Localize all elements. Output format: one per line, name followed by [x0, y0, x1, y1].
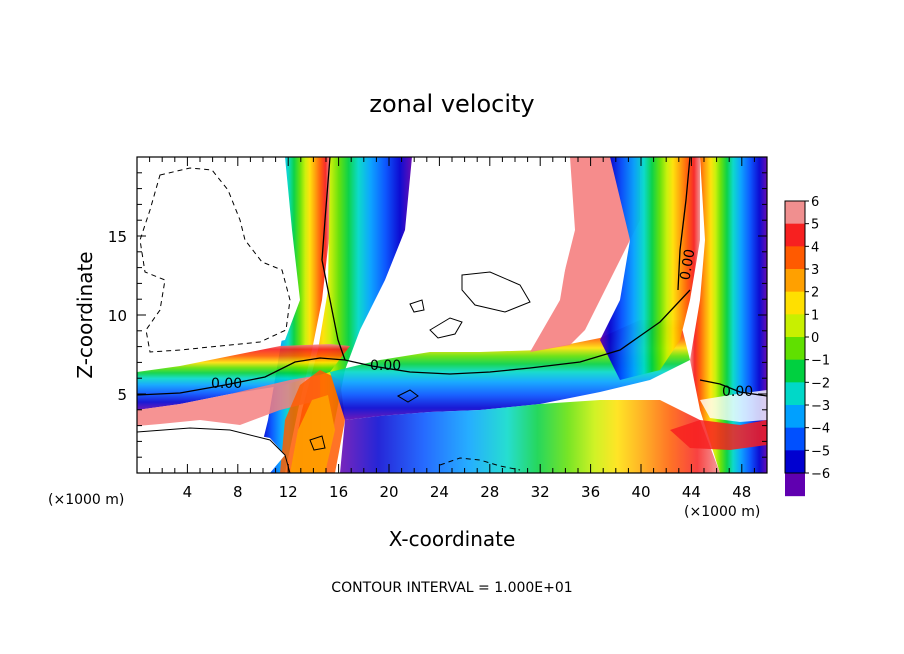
colorbar-tick-label: −5 [811, 444, 830, 459]
colorbar-swatch [785, 359, 805, 383]
x-axis-ticks: 4 8 12 16 20 24 28 32 36 40 44 48 [149, 157, 755, 501]
x-tick-label: 40 [631, 483, 650, 501]
y-tick-label: 5 [117, 386, 127, 404]
chart-title: zonal velocity [369, 90, 534, 118]
y-axis-label: Z-coordinate [73, 251, 97, 378]
colorbar-swatch [785, 337, 805, 361]
colorbar-tick-label: 1 [811, 308, 819, 323]
colorbar-swatch [785, 201, 805, 225]
colorbar-swatch [785, 427, 805, 451]
colorbar-tick-label: 3 [811, 263, 819, 278]
colorbar-tick-label: 2 [811, 286, 819, 301]
x-tick-label: 36 [581, 483, 600, 501]
x-axis-label: X-coordinate [389, 527, 516, 551]
y-tick-label: 10 [108, 307, 127, 325]
colorbar-swatch [785, 291, 805, 315]
x-tick-label: 4 [183, 483, 193, 501]
x-tick-label: 32 [531, 483, 550, 501]
colorbar-tick-label: 4 [811, 240, 819, 255]
colorbar-swatch [785, 314, 805, 338]
contour-label-zero-4: 0.00 [722, 384, 753, 400]
colorbar-tick-label: 5 [811, 218, 819, 233]
x-tick-label: 12 [279, 483, 298, 501]
contour-label-zero-3: 0.00 [677, 248, 698, 281]
colorbar-swatch [785, 450, 805, 474]
colorbar-tick-label: −4 [811, 422, 830, 437]
colorbar-swatch [785, 223, 805, 247]
x-unit-label-right: (×1000 m) [684, 504, 760, 520]
y-axis-ticks: 5 10 15 [108, 172, 767, 458]
x-tick-label: 28 [480, 483, 499, 501]
contour-label-zero-1: 0.00 [211, 376, 242, 392]
contour-interval-note: CONTOUR INTERVAL = 1.000E+01 [331, 580, 572, 596]
x-tick-label: 16 [329, 483, 348, 501]
colorbar-tick-label: −6 [811, 467, 830, 482]
colorbar-swatch [785, 405, 805, 429]
colorbar-tick-label: −1 [811, 354, 830, 369]
x-tick-label: 24 [430, 483, 449, 501]
colorbar-swatch [785, 382, 805, 406]
x-unit-label-left: (×1000 m) [48, 492, 124, 508]
y-tick-label: 15 [108, 228, 127, 246]
x-tick-label: 48 [732, 483, 751, 501]
colorbar-tick-label: 0 [811, 331, 819, 346]
colorbar-swatch [785, 269, 805, 293]
colorbar-tick-label: −2 [811, 376, 830, 391]
x-tick-label: 20 [379, 483, 398, 501]
colorbar-swatch [785, 246, 805, 270]
contour-label-zero-2: 0.00 [370, 358, 401, 374]
plot-area: 0.00 0.00 0.00 0.00 [137, 157, 767, 473]
x-tick-label: 8 [233, 483, 243, 501]
colorbar-tick-label: −3 [811, 399, 830, 414]
colorbar-swatch [785, 473, 805, 497]
colorbar-tick-label: 6 [811, 195, 819, 210]
x-tick-label: 44 [682, 483, 701, 501]
colorbar: 6 5 4 3 2 1 0 −1 −2 −3 −4 −5 −6 [784, 195, 830, 497]
